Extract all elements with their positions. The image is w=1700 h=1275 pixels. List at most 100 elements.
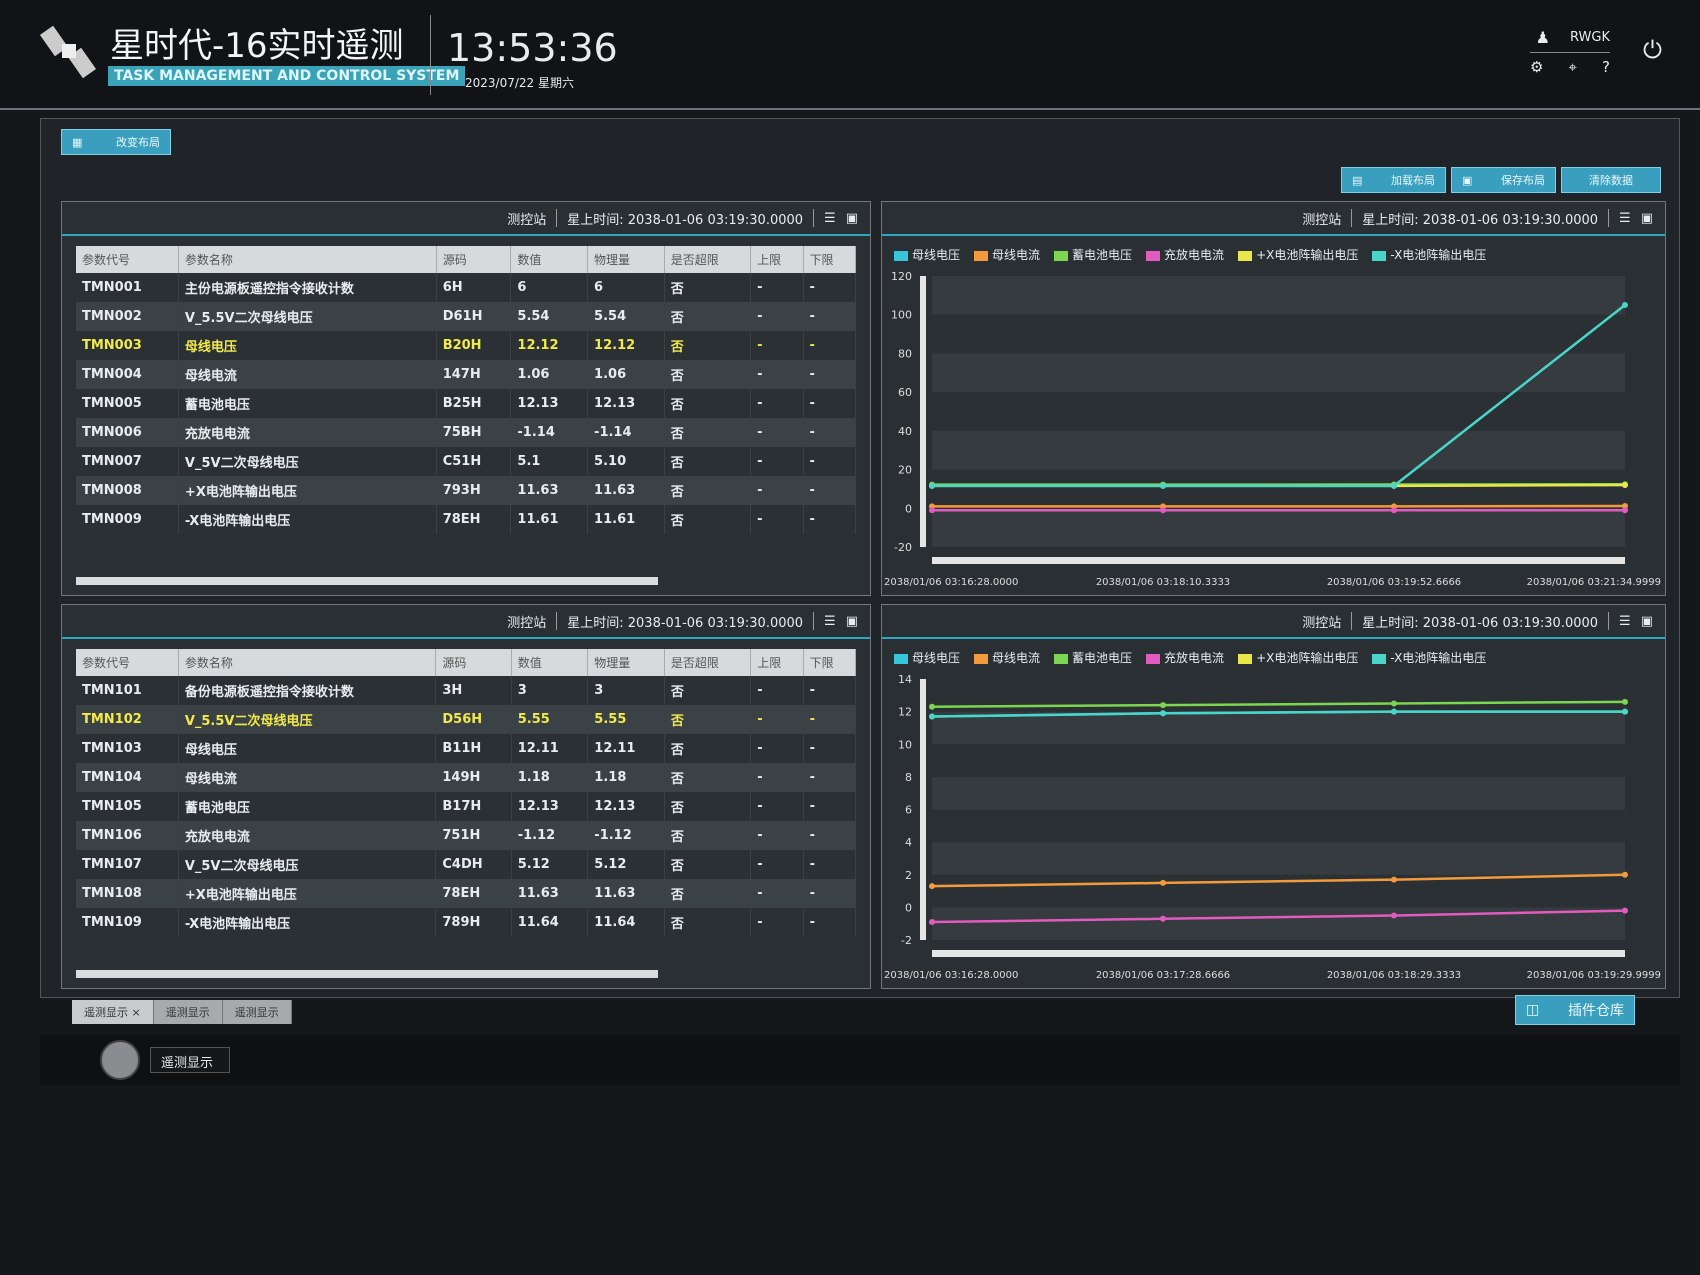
column-header[interactable]: 上限	[750, 246, 804, 273]
legend-item[interactable]: 母线电压	[894, 246, 960, 263]
gear-icon[interactable]: ⚙	[1530, 58, 1544, 76]
legend-item[interactable]: -X电池阵输出电压	[1372, 649, 1486, 666]
username[interactable]: RWGK	[1570, 30, 1610, 45]
list-icon[interactable]: ☰	[1619, 210, 1631, 226]
load-layout-button[interactable]: ▤ 加载布局	[1341, 167, 1446, 193]
column-header[interactable]: 下限	[803, 649, 857, 676]
table-row[interactable]: TMN101 备份电源板遥控指令接收计数 3H 3 3 否 - -	[76, 676, 857, 705]
table-row[interactable]: TMN006 充放电电流 75BH -1.14 -1.14 否 - -	[76, 418, 857, 447]
start-button[interactable]	[100, 1040, 140, 1080]
table-row[interactable]: TMN001 主份电源板遥控指令接收计数 6H 6 6 否 - -	[76, 273, 857, 302]
column-header[interactable]: 是否超限	[664, 246, 752, 273]
table-row[interactable]: TMN009 -X电池阵输出电压 78EH 11.61 11.61 否 - -	[76, 505, 857, 534]
table-row[interactable]: TMN104 母线电流 149H 1.18 1.18 否 - -	[76, 763, 857, 792]
table-row[interactable]: TMN108 +X电池阵输出电压 78EH 11.63 11.63 否 - -	[76, 879, 857, 908]
table-cell: 149H	[435, 763, 512, 792]
legend-item[interactable]: +X电池阵输出电压	[1238, 649, 1358, 666]
vertical-scrollbar[interactable]	[920, 276, 926, 547]
grid-band	[932, 874, 1625, 908]
column-header[interactable]: 上限	[750, 649, 804, 676]
table-row[interactable]: TMN102 V_5.5V二次母线电压 D56H 5.55 5.55 否 - -	[76, 705, 857, 734]
column-header[interactable]: 参数名称	[178, 246, 437, 273]
y-tick-label: 40	[898, 425, 912, 438]
tab-telemetry-2[interactable]: 遥测显示	[153, 1000, 223, 1024]
list-icon[interactable]: ☰	[824, 613, 836, 629]
x-tick-label: 2038/01/06 03:21:34.9999	[1527, 577, 1661, 588]
table-cell: 11.61	[510, 505, 589, 534]
station-label: 测控站	[507, 615, 547, 631]
table-row[interactable]: TMN003 母线电压 B20H 12.12 12.12 否 - -	[76, 331, 857, 360]
table-cell: 1.06	[510, 360, 589, 389]
y-tick-label: 6	[905, 804, 912, 817]
column-header[interactable]: 参数名称	[178, 649, 437, 676]
table-row[interactable]: TMN004 母线电流 147H 1.06 1.06 否 - -	[76, 360, 857, 389]
column-header[interactable]: 下限	[803, 246, 857, 273]
plugin-store-button[interactable]: ◫ 插件仓库	[1515, 995, 1635, 1025]
divider	[1608, 209, 1610, 227]
table-cell: -	[750, 505, 804, 534]
horizontal-scrollbar[interactable]	[76, 970, 658, 978]
column-header[interactable]: 参数代号	[76, 649, 179, 676]
legend-item[interactable]: 充放电电流	[1146, 649, 1224, 666]
legend-item[interactable]: +X电池阵输出电压	[1238, 246, 1358, 263]
close-icon[interactable]: ×	[131, 1006, 141, 1019]
maximize-icon[interactable]: ▣	[845, 613, 858, 629]
fullscreen-icon[interactable]: ⌖	[1568, 58, 1577, 76]
change-layout-button[interactable]: ▦ 改变布局	[61, 129, 171, 155]
table-cell: 母线电流	[178, 763, 437, 792]
list-icon[interactable]: ☰	[1619, 613, 1631, 629]
legend-item[interactable]: 母线电流	[974, 649, 1040, 666]
table-cell: TMN107	[76, 850, 179, 879]
help-icon[interactable]: ?	[1602, 58, 1610, 76]
save-layout-button[interactable]: ▣ 保存布局	[1451, 167, 1556, 193]
tab-telemetry-1[interactable]: 遥测显示 ×	[72, 1000, 154, 1024]
taskbar-item[interactable]: 遥测显示	[150, 1047, 230, 1073]
table-row[interactable]: TMN105 蓄电池电压 B17H 12.13 12.13 否 - -	[76, 792, 857, 821]
power-icon[interactable]: ⏻	[1643, 36, 1662, 64]
maximize-icon[interactable]: ▣	[1640, 613, 1653, 629]
column-header[interactable]: 物理量	[587, 649, 665, 676]
clear-data-button[interactable]: 清除数据	[1561, 167, 1661, 193]
table-cell: 主份电源板遥控指令接收计数	[178, 273, 437, 302]
table-row[interactable]: TMN005 蓄电池电压 B25H 12.13 12.13 否 - -	[76, 389, 857, 418]
column-header[interactable]: 源码	[435, 649, 512, 676]
table-cell: 11.63	[510, 476, 589, 505]
column-header[interactable]: 物理量	[587, 246, 665, 273]
table-cell: TMN003	[76, 331, 179, 360]
table-row[interactable]: TMN008 +X电池阵输出电压 793H 11.63 11.63 否 - -	[76, 476, 857, 505]
table-row[interactable]: TMN107 V_5V二次母线电压 C4DH 5.12 5.12 否 - -	[76, 850, 857, 879]
table-cell: TMN105	[76, 792, 179, 821]
horizontal-scrollbar[interactable]	[932, 950, 1625, 957]
horizontal-scrollbar[interactable]	[932, 557, 1625, 564]
data-point	[1622, 482, 1628, 489]
table-row[interactable]: TMN109 -X电池阵输出电压 789H 11.64 11.64 否 - -	[76, 908, 857, 937]
column-header[interactable]: 参数代号	[76, 246, 179, 273]
table-cell: -	[803, 908, 857, 937]
column-header[interactable]: 是否超限	[664, 649, 752, 676]
maximize-icon[interactable]: ▣	[1640, 210, 1653, 226]
column-header[interactable]: 数值	[510, 246, 589, 273]
legend-item[interactable]: 蓄电池电压	[1054, 246, 1132, 263]
table-cell: 6H	[436, 273, 512, 302]
table-row[interactable]: TMN106 充放电电流 751H -1.12 -1.12 否 - -	[76, 821, 857, 850]
table-row[interactable]: TMN103 母线电压 B11H 12.11 12.11 否 - -	[76, 734, 857, 763]
table-cell: 5.1	[510, 447, 589, 476]
maximize-icon[interactable]: ▣	[845, 210, 858, 226]
y-tick-label: 80	[898, 347, 912, 360]
column-header[interactable]: 数值	[511, 649, 589, 676]
legend-item[interactable]: -X电池阵输出电压	[1372, 246, 1486, 263]
horizontal-scrollbar[interactable]	[76, 577, 658, 585]
legend-item[interactable]: 母线电流	[974, 246, 1040, 263]
table-row[interactable]: TMN007 V_5V二次母线电压 C51H 5.1 5.10 否 - -	[76, 447, 857, 476]
legend-item[interactable]: 蓄电池电压	[1054, 649, 1132, 666]
table-row[interactable]: TMN002 V_5.5V二次母线电压 D61H 5.54 5.54 否 - -	[76, 302, 857, 331]
legend-item[interactable]: 充放电电流	[1146, 246, 1224, 263]
legend-item[interactable]: 母线电压	[894, 649, 960, 666]
list-icon[interactable]: ☰	[824, 210, 836, 226]
table-cell: V_5.5V二次母线电压	[178, 705, 437, 734]
tab-telemetry-3[interactable]: 遥测显示	[222, 1000, 292, 1024]
table-cell: -X电池阵输出电压	[178, 505, 437, 534]
column-header[interactable]: 源码	[436, 246, 512, 273]
vertical-scrollbar[interactable]	[920, 679, 926, 940]
user-icon[interactable]: ♟	[1535, 28, 1550, 47]
